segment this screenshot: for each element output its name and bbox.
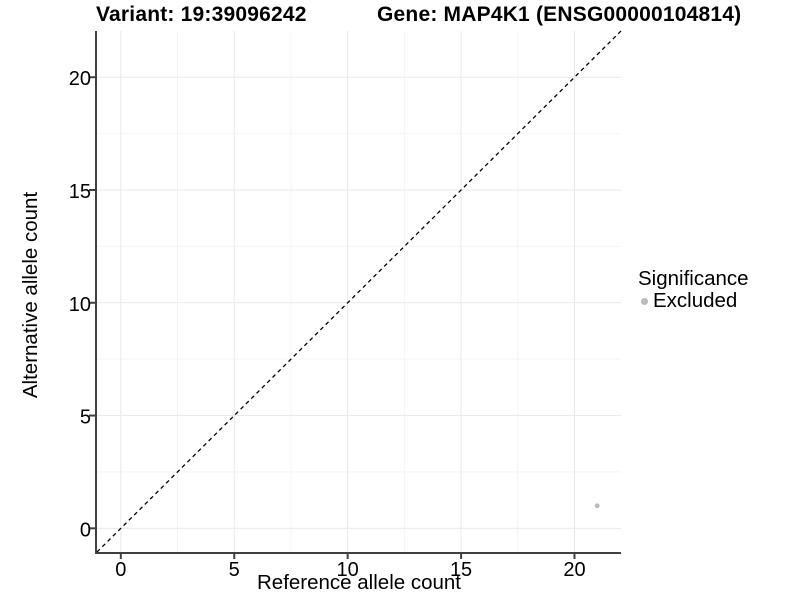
svg-text:10: 10 bbox=[337, 559, 359, 581]
plot-title-variant: Variant: 19:39096242 bbox=[96, 3, 307, 26]
plot-panel: 0 5 10 15 20 0 5 10 15 20 bbox=[69, 30, 622, 581]
svg-text:5: 5 bbox=[229, 559, 240, 581]
legend-entry-label: Excluded bbox=[653, 288, 738, 312]
svg-text:10: 10 bbox=[69, 294, 91, 316]
svg-text:0: 0 bbox=[80, 519, 91, 541]
excluded-point-swatch-icon bbox=[641, 297, 648, 305]
svg-text:5: 5 bbox=[80, 407, 91, 429]
legend: Significance Excluded bbox=[638, 267, 749, 312]
plot-title-gene: Gene: MAP4K1 (ENSG00000104814) bbox=[377, 3, 742, 26]
svg-text:15: 15 bbox=[450, 559, 472, 581]
legend-entry-excluded: Excluded bbox=[638, 288, 749, 312]
legend-title: Significance bbox=[638, 267, 749, 290]
svg-text:0: 0 bbox=[115, 559, 126, 581]
svg-text:20: 20 bbox=[563, 559, 585, 581]
svg-text:15: 15 bbox=[69, 181, 91, 203]
svg-text:20: 20 bbox=[69, 68, 91, 90]
y-axis-title: Alternative allele count bbox=[19, 192, 42, 399]
x-axis-title: Reference allele count bbox=[257, 571, 461, 594]
